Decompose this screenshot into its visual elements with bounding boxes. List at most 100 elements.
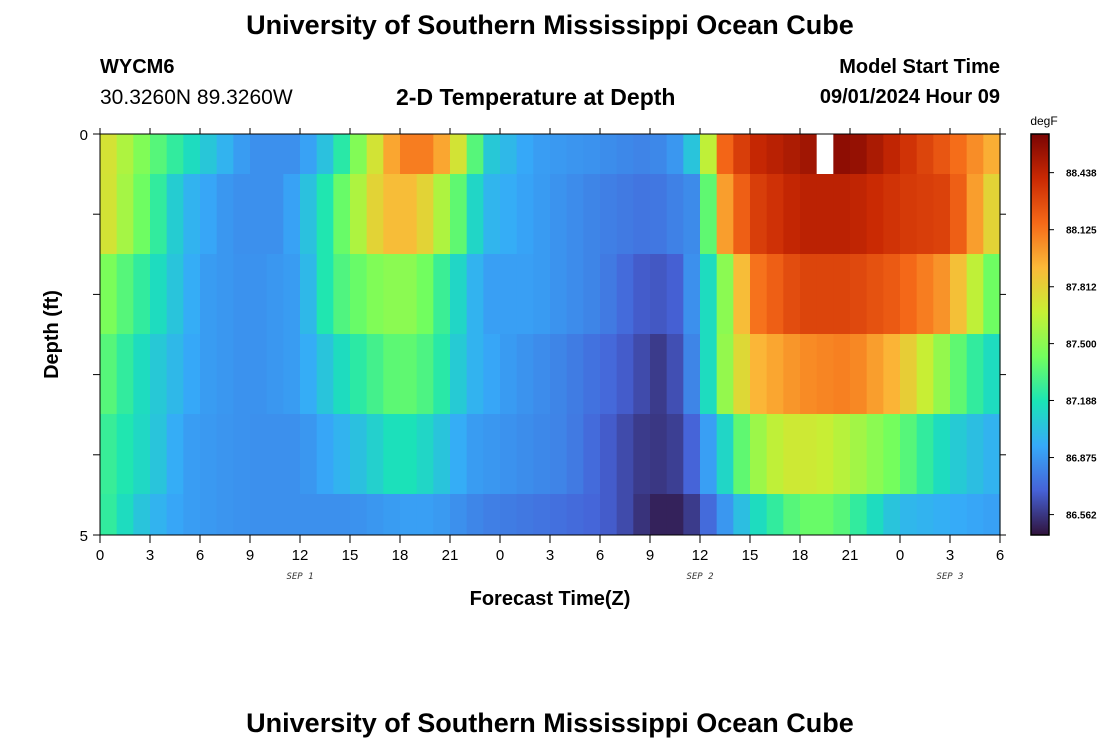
heatmap-cell	[233, 254, 251, 334]
heatmap-cell	[400, 134, 418, 174]
heatmap-cell	[300, 174, 318, 254]
heatmap-cell	[666, 134, 684, 174]
heatmap-cell	[966, 334, 984, 414]
heatmap-cell	[366, 254, 384, 334]
heatmap-cell	[500, 494, 518, 535]
heatmap-cell	[166, 134, 184, 174]
heatmap-cell	[966, 494, 984, 535]
heatmap-cell	[666, 414, 684, 494]
heatmap-cell	[783, 414, 801, 494]
heatmap-cell	[183, 174, 201, 254]
heatmap-cell	[783, 334, 801, 414]
heatmap-cell	[800, 254, 818, 334]
heatmap-cell	[750, 254, 768, 334]
heatmap-cell	[416, 414, 434, 494]
heatmap-cell	[433, 174, 451, 254]
heatmap-cell	[750, 174, 768, 254]
heatmap-cell	[533, 134, 551, 174]
heatmap-cell	[583, 254, 601, 334]
heatmap-cell	[683, 494, 701, 535]
heatmap-cell	[816, 494, 834, 535]
heatmap-cell	[716, 134, 734, 174]
colorbar-unit: degF	[1030, 114, 1057, 128]
heatmap-cell	[350, 254, 368, 334]
heatmap-cell	[483, 174, 501, 254]
heatmap-cell	[433, 334, 451, 414]
heatmap-cell	[133, 134, 151, 174]
heatmap-cell	[733, 494, 751, 535]
heatmap-cell	[716, 334, 734, 414]
heatmap-cell	[600, 174, 618, 254]
heatmap-cell	[416, 134, 434, 174]
heatmap-cell	[716, 254, 734, 334]
heatmap-cell	[866, 494, 884, 535]
heatmap-cell	[266, 414, 284, 494]
heatmap-cell	[500, 334, 518, 414]
heatmap-cell	[233, 334, 251, 414]
heatmap-cell	[150, 414, 168, 494]
heatmap-cell	[733, 254, 751, 334]
heatmap-cell	[966, 174, 984, 254]
heatmap-cell	[833, 334, 851, 414]
heatmap-cell	[600, 414, 618, 494]
heatmap-cell	[933, 254, 951, 334]
heatmap-cell	[450, 414, 468, 494]
heatmap-cell	[850, 334, 868, 414]
heatmap-cell	[416, 494, 434, 535]
heatmap-cell	[866, 334, 884, 414]
heatmap-cell	[666, 254, 684, 334]
heatmap-cell	[700, 254, 718, 334]
heatmap-cell	[466, 134, 484, 174]
heatmap-cell	[966, 134, 984, 174]
colorbar-tick-label: 87.812	[1066, 283, 1097, 294]
heatmap-cell	[300, 134, 318, 174]
heatmap-cell	[400, 414, 418, 494]
heatmap-cell	[916, 134, 934, 174]
heatmap-cell	[550, 174, 568, 254]
heatmap-cell	[483, 254, 501, 334]
heatmap-cell	[833, 494, 851, 535]
heatmap-cell	[183, 254, 201, 334]
heatmap-cell	[333, 254, 351, 334]
heatmap-cell	[466, 254, 484, 334]
heatmap-cell	[616, 414, 634, 494]
heatmap-cell	[900, 414, 918, 494]
y-tick-label: 0	[80, 127, 88, 144]
heatmap-cell	[100, 334, 118, 414]
heatmap-cell	[550, 414, 568, 494]
heatmap-cell	[283, 334, 301, 414]
heatmap-cell	[250, 134, 268, 174]
heatmap-cell	[900, 134, 918, 174]
heatmap-cell	[300, 334, 318, 414]
station-coordinates: 30.3260N 89.3260W	[100, 86, 293, 109]
colorbar-tick-label: 86.875	[1066, 454, 1097, 465]
heatmap-cell	[583, 494, 601, 535]
heatmap-cell	[916, 494, 934, 535]
heatmap-cell	[316, 254, 334, 334]
heatmap-cell	[216, 334, 234, 414]
x-tick-label: 3	[546, 547, 554, 564]
heatmap-cell	[200, 134, 218, 174]
heatmap-cell	[400, 174, 418, 254]
x-tick-label: 0	[896, 547, 904, 564]
x-tick-label: 0	[496, 547, 504, 564]
heatmap-cell	[133, 334, 151, 414]
heatmap-cell	[133, 254, 151, 334]
heatmap-cell	[950, 174, 968, 254]
x-tick-label: 18	[392, 547, 409, 564]
x-tick-label: 3	[946, 547, 954, 564]
colorbar-tick-label: 86.562	[1066, 511, 1097, 522]
date-label: SEP 1	[286, 572, 313, 582]
heatmap-cell	[333, 134, 351, 174]
heatmap-cell	[250, 254, 268, 334]
heatmap-cell	[616, 134, 634, 174]
heatmap-cell	[616, 334, 634, 414]
heatmap-cell	[700, 334, 718, 414]
heatmap-cell	[200, 254, 218, 334]
heatmap-cell	[350, 494, 368, 535]
x-tick-label: 15	[742, 547, 759, 564]
heatmap-cell	[300, 414, 318, 494]
heatmap-cell	[250, 494, 268, 535]
heatmap-cell	[483, 134, 501, 174]
heatmap-cell	[283, 414, 301, 494]
